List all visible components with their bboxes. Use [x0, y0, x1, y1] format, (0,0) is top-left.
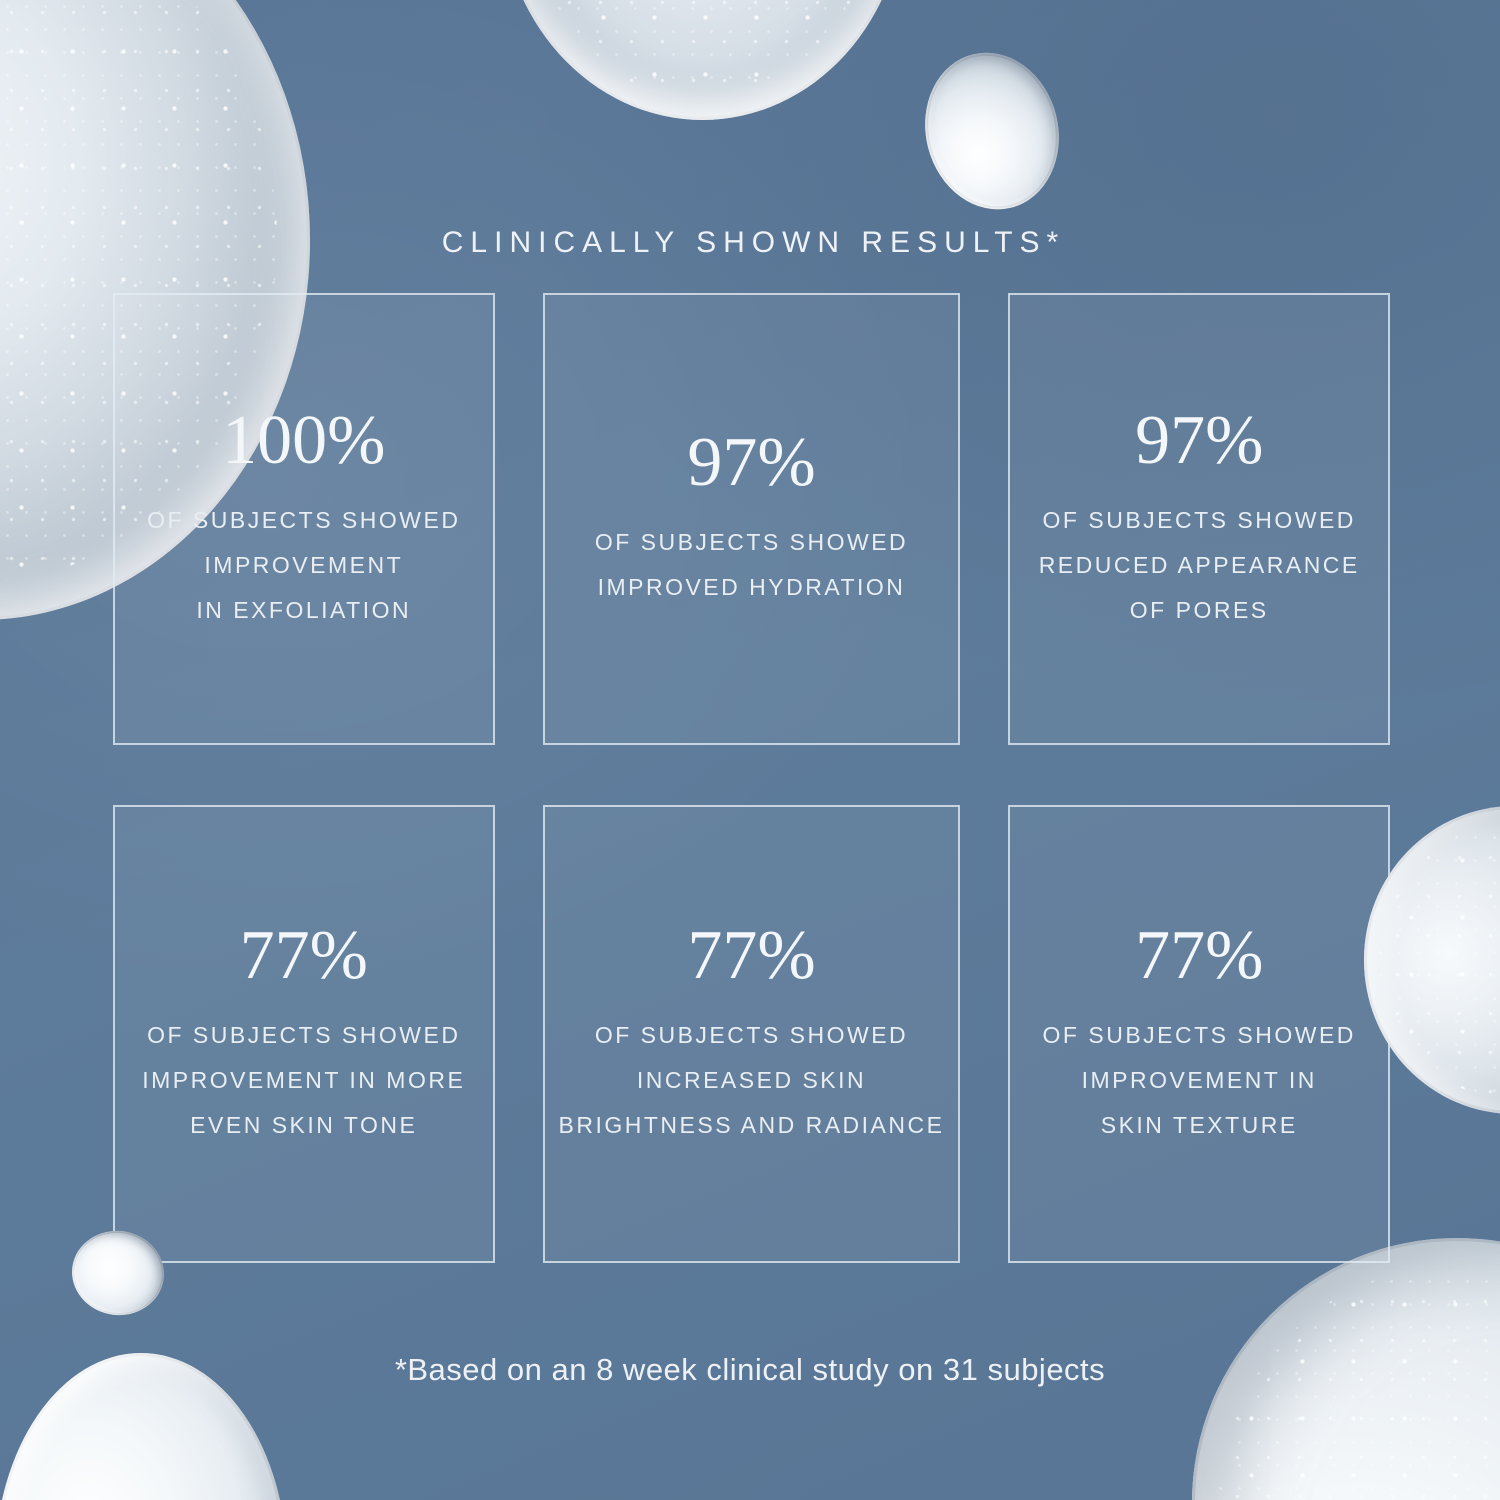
stat-caption-line: OF SUBJECTS SHOWED [147, 1021, 461, 1048]
stat-value: 100% [222, 401, 386, 479]
stat-caption-line: EVEN SKIN TONE [190, 1111, 418, 1138]
stat-box-skin-tone: 77% OF SUBJECTS SHOWED IMPROVEMENT IN MO… [113, 805, 495, 1263]
stats-grid: 100% OF SUBJECTS SHOWED IMPROVEMENT IN E… [113, 293, 1390, 1263]
stat-caption-line: OF SUBJECTS SHOWED [594, 1021, 909, 1048]
stat-value: 97% [1135, 401, 1264, 479]
study-footnote: *Based on an 8 week clinical study on 31… [394, 1352, 1106, 1387]
stat-caption-line: OF SUBJECTS SHOWED [1042, 506, 1356, 533]
stat-box-exfoliation: 100% OF SUBJECTS SHOWED IMPROVEMENT IN E… [113, 293, 495, 745]
stat-caption-line: OF SUBJECTS SHOWED [1042, 1021, 1356, 1048]
stat-caption-line: IN EXFOLIATION [196, 596, 412, 623]
stat-caption-line: IMPROVED HYDRATION [597, 574, 906, 600]
stat-caption-line: IMPROVEMENT IN MORE [142, 1066, 466, 1093]
stat-value: 77% [1135, 916, 1264, 994]
stat-caption-line: REDUCED APPEARANCE [1038, 551, 1360, 578]
stat-caption-line: BRIGHTNESS AND RADIANCE [558, 1111, 945, 1138]
stat-box-hydration: 97% OF SUBJECTS SHOWED IMPROVED HYDRATIO… [542, 293, 961, 745]
stat-caption-line: OF PORES [1129, 596, 1269, 623]
stat-caption-line: SKIN TEXTURE [1100, 1111, 1298, 1138]
stat-caption-line: OF SUBJECTS SHOWED [594, 529, 909, 555]
stat-caption-line: OF SUBJECTS SHOWED [147, 506, 461, 533]
stat-value: 77% [687, 916, 816, 994]
water-droplet-top-left-image [0, 0, 310, 620]
water-droplet-top-center-image [500, 0, 905, 120]
stat-value: 77% [239, 916, 368, 994]
stat-caption-line: INCREASED SKIN [636, 1066, 867, 1093]
stat-box-texture: 77% OF SUBJECTS SHOWED IMPROVEMENT IN SK… [1008, 805, 1390, 1263]
stat-value: 97% [687, 424, 816, 501]
stat-box-pores: 97% OF SUBJECTS SHOWED REDUCED APPEARANC… [1008, 293, 1390, 745]
stat-caption-line: IMPROVEMENT IN [1081, 1066, 1317, 1093]
water-droplet-top-right-image [908, 38, 1076, 224]
stat-caption-line: IMPROVEMENT [204, 551, 404, 578]
stat-box-brightness: 77% OF SUBJECTS SHOWED INCREASED SKIN BR… [542, 805, 961, 1263]
page-title: CLINICALLY SHOWN RESULTS* [441, 226, 1066, 260]
